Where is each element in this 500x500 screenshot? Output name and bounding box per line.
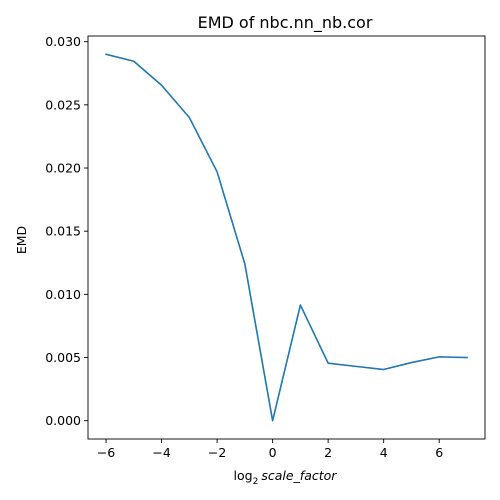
series-line-0 <box>105 53 468 422</box>
x-axis-label-subscript: 2 <box>253 477 259 487</box>
y-tick-label: 0.005 <box>45 350 81 365</box>
y-tick-label: 0.025 <box>45 97 81 112</box>
x-tick-label: 2 <box>324 445 332 460</box>
x-axis-label-log: log <box>234 468 253 483</box>
y-tick-label: 0.000 <box>45 413 81 428</box>
plot-area: −6 −4 −2 0 2 4 6 0.000 0.005 0.010 0.015 0.020 0.025… <box>45 34 486 460</box>
chart-title: EMD of nbc.nn_nb.cor <box>198 13 373 33</box>
plot-frame <box>87 35 486 440</box>
x-axis-label-variable: scale_factor <box>261 468 337 483</box>
y-tick-label: 0.030 <box>45 34 81 49</box>
x-axis-label: log2 scale_factor <box>234 468 338 487</box>
x-tick-label: 6 <box>435 445 443 460</box>
x-tick-label: 4 <box>380 445 388 460</box>
x-tick-label: 0 <box>269 445 277 460</box>
x-tick-label: −2 <box>208 445 226 460</box>
y-tick-label: 0.015 <box>45 224 81 239</box>
y-tick-label: 0.020 <box>45 161 81 176</box>
y-tick-label: 0.010 <box>45 287 81 302</box>
x-tick-label: −6 <box>97 445 115 460</box>
y-axis-label: EMD <box>14 226 29 254</box>
x-tick-label: −4 <box>152 445 170 460</box>
